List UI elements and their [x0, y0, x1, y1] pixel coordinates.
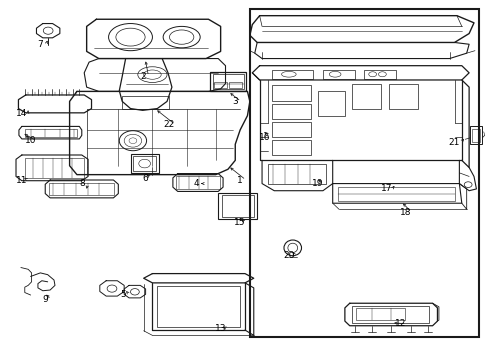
Bar [25, 158, 84, 178]
Text: 1: 1 [237, 176, 243, 185]
Bar [356, 308, 405, 320]
Bar [176, 176, 220, 189]
Bar [471, 129, 480, 142]
Bar [272, 85, 311, 102]
Text: 15: 15 [234, 219, 246, 228]
Text: 19: 19 [312, 179, 324, 188]
Bar [323, 69, 355, 78]
Bar [272, 140, 311, 155]
Text: 6: 6 [142, 174, 148, 183]
Bar [352, 306, 429, 323]
Bar [318, 91, 345, 116]
Bar [214, 82, 227, 88]
Bar [229, 82, 242, 88]
Text: 9: 9 [42, 295, 48, 304]
Bar [130, 154, 159, 173]
Text: 14: 14 [16, 109, 27, 118]
Text: 16: 16 [259, 132, 270, 141]
Bar [365, 69, 396, 78]
Text: 20: 20 [283, 251, 294, 260]
Text: 18: 18 [400, 208, 412, 217]
Bar [352, 84, 381, 109]
Bar [272, 69, 313, 78]
Bar [122, 96, 169, 109]
Text: 4: 4 [194, 179, 199, 188]
Text: 22: 22 [164, 120, 175, 129]
Bar [157, 286, 240, 327]
Bar [221, 195, 254, 217]
Text: 11: 11 [16, 176, 27, 185]
Text: 10: 10 [25, 136, 36, 145]
Bar [49, 183, 115, 195]
Bar [389, 84, 418, 109]
Text: 21: 21 [449, 138, 460, 147]
Text: 12: 12 [395, 319, 407, 328]
Bar [218, 193, 257, 219]
Bar [133, 157, 156, 171]
Text: 7: 7 [38, 40, 43, 49]
Text: 13: 13 [215, 324, 226, 333]
Bar [338, 187, 455, 201]
Text: 3: 3 [232, 97, 238, 106]
Text: 2: 2 [140, 72, 146, 81]
Bar [272, 104, 311, 119]
Bar [272, 122, 311, 137]
Bar [210, 72, 246, 91]
Bar [250, 9, 479, 337]
Bar [25, 129, 77, 137]
Text: 8: 8 [79, 179, 85, 188]
Bar [470, 126, 482, 144]
Text: 17: 17 [381, 184, 392, 193]
Bar [213, 74, 244, 89]
Bar [269, 164, 326, 184]
Text: 5: 5 [121, 290, 126, 299]
